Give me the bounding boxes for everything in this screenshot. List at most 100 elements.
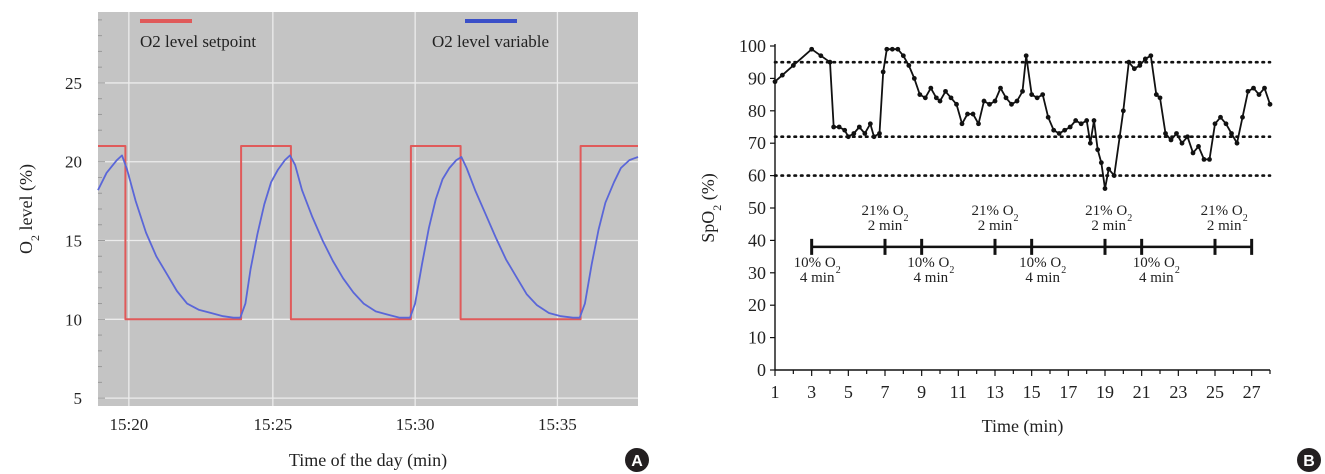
spo2-point bbox=[906, 63, 912, 68]
spo2-point bbox=[937, 98, 943, 104]
y-tick-label: 20 bbox=[65, 153, 82, 172]
spo2-point bbox=[831, 124, 837, 130]
y-tick-label: 70 bbox=[748, 133, 766, 153]
spo2-point bbox=[818, 53, 824, 59]
spo2-point bbox=[851, 131, 857, 136]
spo2-point bbox=[1223, 121, 1229, 127]
y-tick-label: 90 bbox=[748, 68, 766, 88]
panel-b-badge: B bbox=[1297, 448, 1321, 472]
x-tick-label: 15:20 bbox=[109, 415, 148, 434]
y-tick-label: 25 bbox=[65, 74, 82, 93]
spo2-point bbox=[981, 98, 987, 104]
spo2-point bbox=[1003, 95, 1009, 101]
spo2-point bbox=[1153, 92, 1159, 97]
x-tick-label: 23 bbox=[1169, 382, 1187, 402]
spo2-point bbox=[1009, 101, 1014, 107]
spo2-point bbox=[884, 46, 890, 52]
spo2-point bbox=[871, 134, 877, 140]
spo2-point bbox=[1102, 186, 1108, 191]
spo2-point bbox=[1111, 173, 1117, 179]
spo2-point bbox=[948, 95, 954, 101]
spo2-point bbox=[1056, 131, 1062, 136]
spo2-point bbox=[827, 59, 833, 65]
y-tick-label: 100 bbox=[739, 36, 766, 56]
spo2-point bbox=[1126, 59, 1132, 65]
spo2-point bbox=[933, 95, 939, 101]
x-axis-title: Time (min) bbox=[982, 416, 1064, 437]
spo2-point bbox=[1120, 108, 1126, 114]
x-tick-label: 15:25 bbox=[253, 415, 292, 434]
y-tick-label: 40 bbox=[748, 230, 766, 250]
plot-area bbox=[98, 12, 638, 406]
spo2-point bbox=[1168, 137, 1174, 143]
y-tick-label: 20 bbox=[748, 295, 766, 315]
protocol-label-duration: 4 min bbox=[1025, 270, 1060, 286]
legend: O2 level setpoint O2 level variable bbox=[140, 19, 549, 51]
spo2-point bbox=[1201, 157, 1207, 162]
spo2-point bbox=[1267, 101, 1273, 107]
y-tick-label: 30 bbox=[748, 263, 766, 283]
protocol-label-oxygen: 10% O2 bbox=[794, 255, 841, 276]
protocol-label-duration: 2 min bbox=[868, 218, 903, 234]
spo2-point bbox=[1256, 92, 1262, 97]
y-tick-label: 10 bbox=[65, 310, 82, 329]
spo2-point bbox=[1040, 92, 1046, 97]
y-tick-label: 80 bbox=[748, 101, 766, 121]
spo2-point bbox=[1142, 56, 1148, 62]
protocol-label-duration: 2 min bbox=[1207, 218, 1242, 234]
protocol-label-duration: 2 min bbox=[978, 218, 1013, 234]
spo2-point bbox=[1087, 140, 1093, 146]
spo2-point bbox=[1131, 66, 1137, 72]
protocol-label-oxygen: 10% O2 bbox=[1133, 255, 1180, 276]
spo2-point bbox=[1098, 160, 1104, 166]
spo2-point bbox=[992, 98, 998, 104]
x-tick-label: 5 bbox=[844, 382, 853, 402]
x-tick-label: 15:35 bbox=[538, 415, 577, 434]
spo2-point bbox=[922, 95, 928, 101]
spo2-point bbox=[779, 72, 785, 78]
spo2-point bbox=[1174, 131, 1179, 136]
spo2-point bbox=[917, 92, 923, 97]
spo2-line bbox=[774, 48, 1271, 190]
spo2-point bbox=[911, 76, 917, 81]
x-tick-label: 13 bbox=[986, 382, 1004, 402]
spo2-point bbox=[856, 124, 862, 130]
spo2-point bbox=[987, 101, 992, 107]
spo2-point bbox=[1020, 88, 1025, 94]
spo2-point bbox=[809, 46, 815, 52]
spo2-point bbox=[900, 53, 906, 59]
spo2-point bbox=[1229, 131, 1234, 136]
panel-a-badge-label: A bbox=[631, 453, 643, 470]
y-tick-label: 50 bbox=[748, 198, 766, 218]
spo2-point bbox=[880, 69, 886, 75]
spo2-point bbox=[1117, 134, 1123, 140]
y-tick-label: 15 bbox=[65, 232, 82, 251]
x-tick-label: 15:30 bbox=[396, 415, 435, 434]
spo2-point bbox=[790, 63, 796, 68]
spo2-point bbox=[842, 127, 848, 133]
spo2-point bbox=[998, 85, 1003, 91]
spo2-point bbox=[1212, 121, 1218, 127]
spo2-point bbox=[965, 111, 970, 117]
x-tick-label: 17 bbox=[1059, 382, 1077, 402]
spo2-point bbox=[1106, 166, 1112, 172]
panel-a-badge: A bbox=[625, 448, 649, 472]
spo2-point bbox=[877, 131, 882, 136]
protocol-label-oxygen: 21% O2 bbox=[861, 203, 908, 224]
spo2-point bbox=[1157, 95, 1163, 101]
spo2-point bbox=[1262, 85, 1267, 91]
spo2-point bbox=[1190, 150, 1196, 156]
spo2-point bbox=[1240, 114, 1245, 120]
spo2-point bbox=[772, 79, 778, 85]
spo2-point bbox=[943, 88, 948, 94]
spo2-point bbox=[959, 121, 965, 127]
spo2-point bbox=[1095, 147, 1101, 153]
variable-line bbox=[97, 154, 639, 319]
spo2-point bbox=[1245, 88, 1251, 94]
spo2-point bbox=[1251, 85, 1256, 91]
spo2-point bbox=[1163, 131, 1168, 136]
spo2-point bbox=[1023, 53, 1029, 59]
spo2-point bbox=[1062, 127, 1068, 133]
legend-label: O2 level variable bbox=[432, 32, 549, 51]
